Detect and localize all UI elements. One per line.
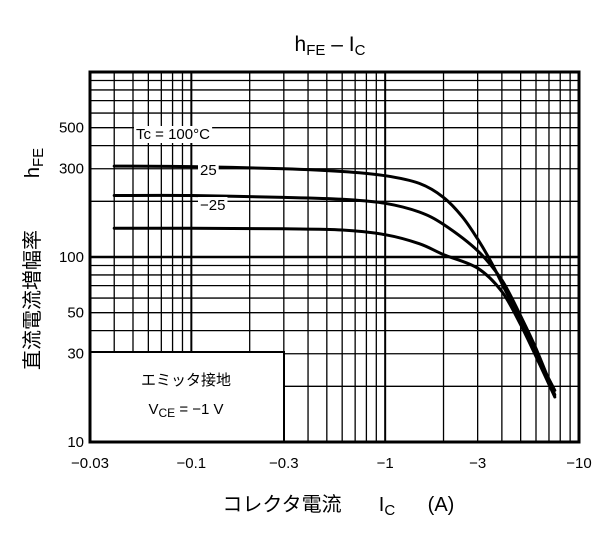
annotation-vce-sub: CE	[158, 406, 175, 420]
y-axis-symbol: hFE	[22, 148, 47, 178]
annotation-background	[89, 351, 285, 443]
series-group	[112, 164, 557, 399]
x-tick-label: −0.03	[71, 455, 109, 472]
y-axis-label-text: 直流電流増幅率	[21, 230, 44, 370]
series-line-1	[112, 193, 557, 397]
y-symbol-h: h	[22, 167, 44, 178]
annotation-box: エミッタ接地 VCE = −1 V	[89, 351, 285, 443]
x-tick-label: −1	[377, 455, 394, 472]
x-tick-label: −0.3	[269, 455, 299, 472]
x-axis-label: コレクタ電流	[222, 493, 341, 516]
y-tick-labels: 10 30 50 100 300 500	[59, 120, 84, 451]
annotation-line1: エミッタ接地	[141, 372, 231, 389]
y-tick-label: 100	[59, 249, 84, 266]
series-line-2	[112, 226, 557, 399]
y-axis-symbol-text: hFE	[22, 148, 47, 178]
y-tick-label: 50	[67, 305, 84, 322]
series-label-background	[198, 197, 228, 214]
x-axis-symbol: IC	[379, 494, 396, 519]
series-label-background	[198, 162, 219, 179]
x-symbol-c: C	[384, 502, 395, 519]
series-label-100: Tc = 100°C	[136, 126, 210, 143]
series-label-neg25: −25	[200, 197, 225, 214]
annotation-vce-value: = −1 V	[175, 401, 223, 418]
series-labels: Tc = 100°C 25 −25	[134, 126, 228, 214]
title-sub-fe: FE	[306, 42, 325, 59]
title-h: h	[295, 33, 307, 56]
y-tick-label: 300	[59, 161, 84, 178]
x-axis-unit: (A)	[428, 494, 455, 516]
series-label-25: 25	[200, 162, 217, 179]
y-tick-label: 500	[59, 120, 84, 137]
x-tick-label: −10	[566, 455, 591, 472]
annotation-line2: VCE = −1 V	[148, 401, 223, 420]
y-symbol-fe: FE	[30, 148, 47, 167]
x-tick-labels: −0.03 −0.1 −0.3 −1 −3 −10	[71, 455, 592, 472]
y-tick-label: 30	[67, 346, 84, 363]
y-tick-label: 10	[67, 434, 84, 451]
chart-title: hFE – IC	[295, 33, 366, 59]
title-sub-c: C	[355, 42, 366, 59]
title-mid: – I	[325, 33, 354, 56]
x-symbol-i: I	[379, 494, 385, 516]
y-axis-label: 直流電流増幅率	[21, 230, 44, 370]
series-label-background	[134, 126, 213, 143]
annotation-vce-symbol: V	[148, 401, 158, 418]
series-line-0	[112, 164, 557, 392]
x-tick-label: −3	[469, 455, 486, 472]
plot-frame	[88, 70, 581, 444]
x-tick-label: −0.1	[177, 455, 207, 472]
